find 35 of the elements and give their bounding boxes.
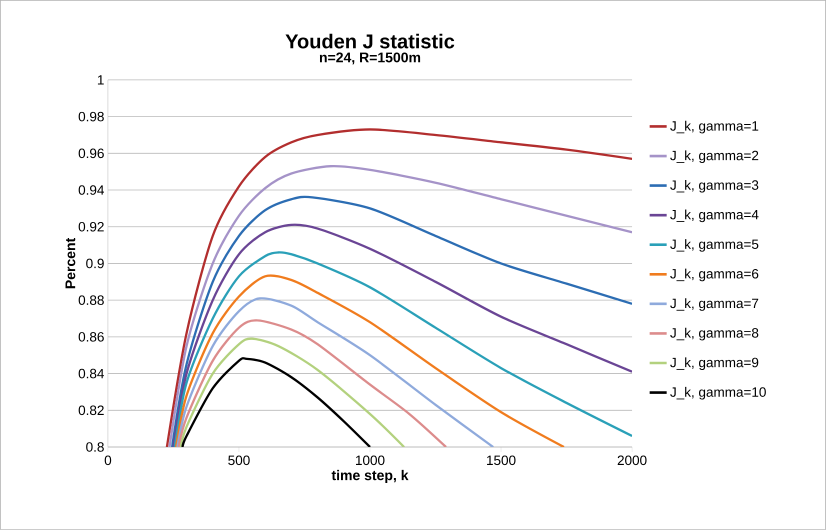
legend-label: J_k, gamma=2	[670, 150, 758, 163]
legend-label: J_k, gamma=9	[670, 357, 758, 370]
x-tick-label: 1500	[487, 456, 516, 466]
x-axis-title: time step, k	[332, 470, 409, 484]
y-tick-label: 0.9	[86, 258, 104, 268]
line-series	[181, 357, 372, 448]
line-series	[180, 338, 406, 448]
legend-label: J_k, gamma=6	[670, 268, 758, 282]
line-series	[176, 297, 494, 448]
y-tick-label: 0.82	[78, 406, 104, 416]
legend-label: J_k, gamma=7	[670, 298, 758, 311]
x-tick-label: 0	[104, 456, 112, 466]
y-tick-label: 1	[98, 75, 104, 85]
x-tick-label: 2000	[618, 456, 647, 466]
x-tick-label: 500	[228, 456, 250, 466]
y-tick-label: 0.8	[86, 442, 104, 452]
y-tick-label: 0.88	[78, 295, 104, 305]
chart-subtitle: n=24, R=1500m	[320, 52, 420, 64]
y-tick-label: 0.86	[78, 332, 104, 342]
chart-title: Youden J statistic	[285, 34, 454, 49]
y-tick-label: 0.84	[78, 368, 104, 378]
y-tick-label: 0.94	[78, 185, 104, 195]
legend-label: J_k, gamma=4	[670, 210, 758, 222]
x-tick-label: 1000	[356, 456, 384, 466]
line-series	[178, 319, 448, 448]
legend-label: J_k, gamma=10	[670, 386, 766, 400]
line-series	[174, 274, 566, 448]
y-tick-label: 0.92	[78, 222, 104, 232]
y-axis-title: Percent	[66, 238, 76, 288]
legend-label: J_k, gamma=3	[670, 180, 758, 193]
legend-label: J_k, gamma=8	[670, 328, 758, 340]
y-tick-label: 0.98	[78, 112, 104, 122]
legend-label: J_k, gamma=1	[670, 120, 758, 134]
legend-label: J_k, gamma=5	[670, 239, 758, 252]
y-tick-label: 0.96	[78, 148, 104, 158]
